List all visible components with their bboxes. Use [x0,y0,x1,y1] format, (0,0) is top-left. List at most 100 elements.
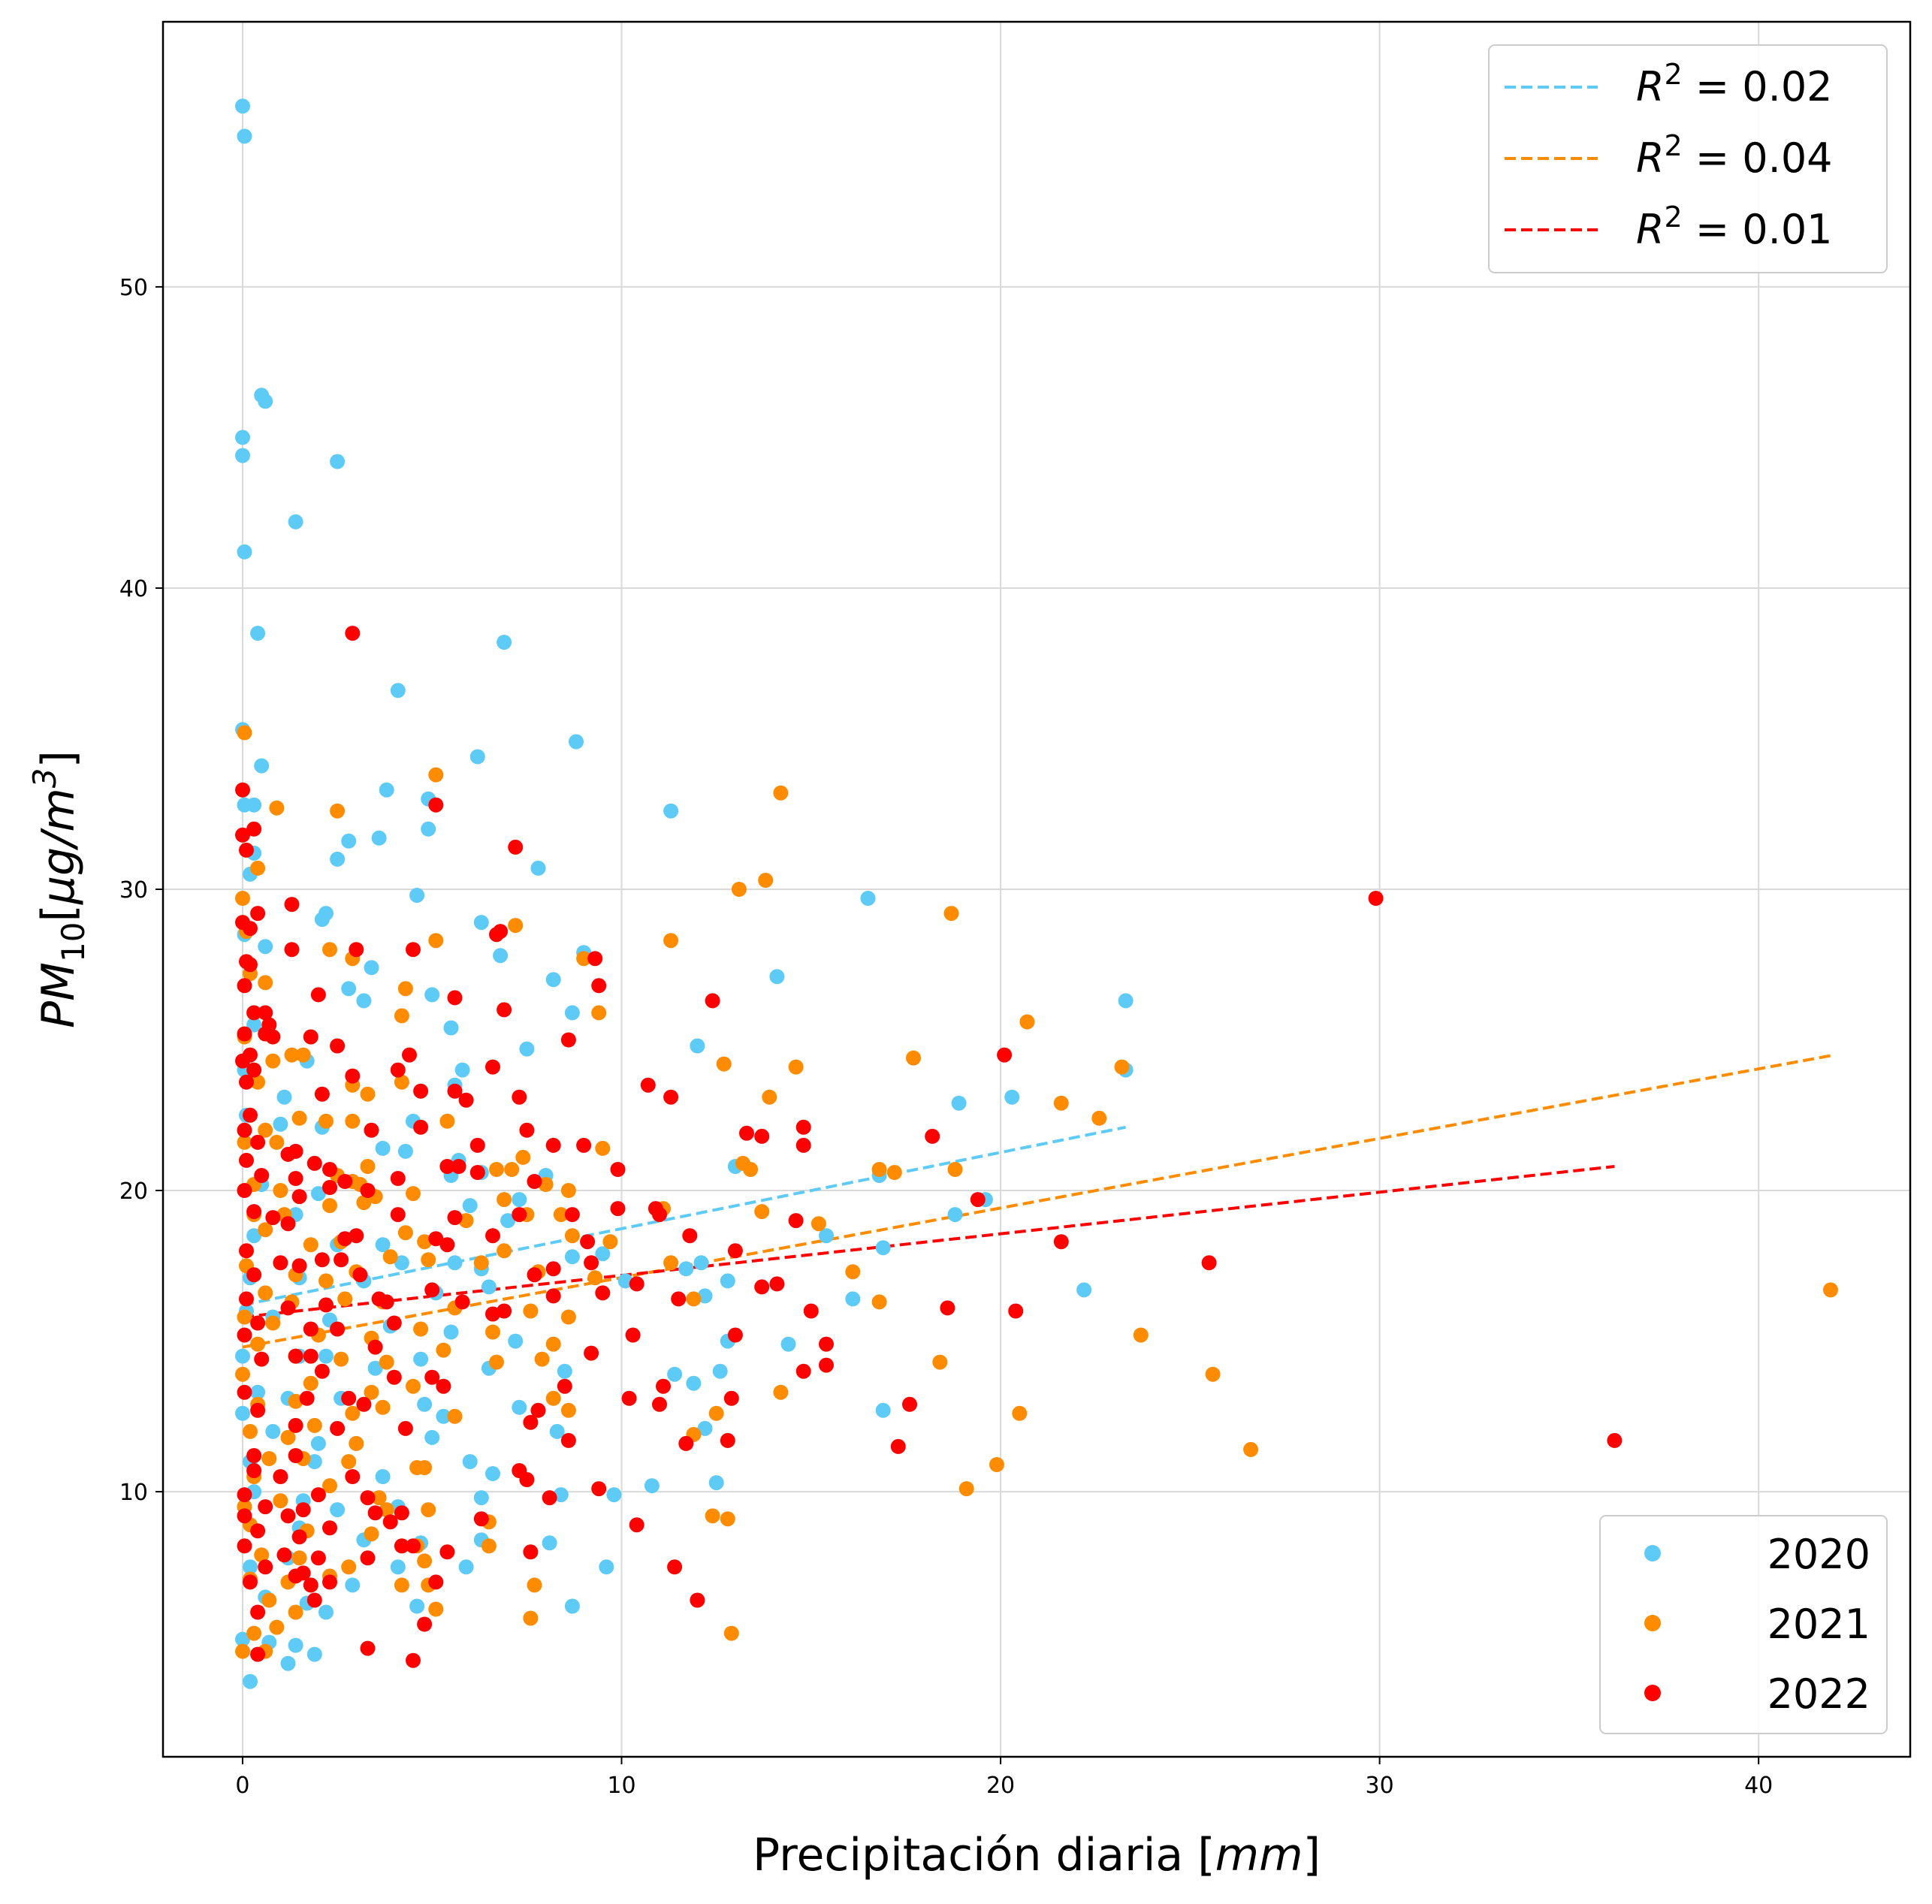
point-2022-196 [291,1529,307,1545]
point-2022-39 [390,1062,406,1078]
point-2022-65 [545,1137,561,1153]
point-2021-6 [731,882,747,897]
point-2020-164 [288,1637,303,1653]
point-2020-133 [306,1454,322,1469]
point-2021-127 [1205,1366,1221,1382]
point-2020-167 [243,1673,258,1689]
point-2022-5 [239,842,254,858]
point-2022-48 [663,1089,679,1105]
point-2021-150 [322,1478,337,1494]
point-2022-102 [788,1213,804,1229]
point-2020-71 [512,1192,527,1208]
point-2022-213 [306,1592,322,1608]
x-tick-label-30: 30 [1366,1773,1394,1799]
point-2020-58 [273,1116,288,1132]
point-2022-2 [428,797,444,813]
point-2020-144 [606,1487,622,1503]
point-2020-47 [690,1038,705,1054]
point-2022-136 [803,1303,819,1319]
point-2021-144 [341,1454,357,1469]
point-2022-125 [280,1300,296,1316]
point-2021-48 [489,1162,504,1177]
point-2022-54 [519,1122,535,1138]
point-2021-51 [595,1140,611,1156]
point-2022-3 [246,821,262,837]
point-2021-103 [871,1294,887,1310]
point-2022-177 [345,1469,361,1484]
legend-trend-label-2022: R2 = 0.01 [1636,201,1833,253]
point-2021-73 [553,1207,569,1223]
point-2020-28 [409,888,425,903]
point-2022-134 [625,1327,641,1343]
point-2021-101 [560,1309,576,1325]
point-2020-106 [780,1336,796,1352]
point-2022-55 [739,1125,754,1141]
point-2020-8 [288,514,303,530]
point-2022-153 [819,1357,834,1373]
y-tick-label-10: 10 [119,1480,148,1506]
point-2021-174 [261,1592,277,1608]
x-tick-label-40: 40 [1744,1773,1773,1799]
point-2021-33 [360,1086,376,1102]
point-2022-179 [519,1472,535,1487]
point-2021-8 [235,891,250,906]
point-2022-169 [678,1435,694,1451]
point-2022-52 [364,1122,379,1138]
point-2022-6 [508,839,524,855]
point-2022-24 [705,993,720,1009]
point-2021-171 [394,1577,409,1593]
point-2020-78 [819,1228,834,1244]
point-2022-205 [258,1559,273,1575]
legend-years-box [1599,1515,1888,1734]
point-2022-126 [318,1297,334,1313]
point-2021-123 [364,1384,379,1400]
point-2020-128 [462,1454,478,1469]
point-2021-161 [364,1526,379,1542]
point-2022-47 [640,1077,656,1093]
point-2021-95 [258,1285,273,1301]
point-2022-133 [485,1306,500,1322]
point-2020-113 [557,1363,572,1379]
point-2020-111 [413,1351,429,1367]
point-2022-170 [720,1432,735,1448]
point-2021-165 [291,1550,307,1566]
point-2022-20 [243,957,258,973]
point-2020-34 [473,915,489,931]
point-2020-104 [508,1333,524,1349]
point-2022-208 [428,1574,444,1590]
point-2022-74 [288,1171,303,1186]
point-2020-103 [443,1324,459,1340]
point-2020-37 [341,981,357,997]
point-2020-62 [397,1143,413,1159]
point-2020-122 [712,1363,728,1379]
point-2022-64 [469,1137,485,1153]
point-2020-120 [667,1366,683,1382]
point-2022-77 [390,1171,406,1186]
point-2022-62 [288,1143,303,1159]
axis-ticks: 0 10 20 30 40 10 20 30 40 50 [119,275,1773,1799]
point-2020-25 [371,830,387,846]
point-2022-147 [386,1369,402,1385]
point-2022-51 [243,1107,258,1123]
point-2022-150 [557,1378,572,1394]
point-2020-13 [254,758,270,774]
point-2020-166 [280,1655,296,1671]
point-2022-56 [754,1128,770,1144]
point-2021-118 [534,1351,550,1367]
point-2021-122 [303,1375,318,1391]
point-2022-0 [345,626,361,641]
point-2021-148 [989,1457,1004,1472]
legend-year-label-2022: 2022 [1767,1670,1870,1718]
point-2020-77 [678,1261,694,1277]
point-2020-33 [258,939,273,955]
point-2020-73 [500,1213,516,1229]
point-2022-127 [371,1291,387,1307]
point-2022-59 [237,1122,252,1138]
point-2020-129 [549,1423,565,1439]
point-2021-102 [686,1291,702,1307]
point-2022-132 [386,1315,402,1331]
point-2022-17 [587,951,603,967]
point-2020-70 [462,1198,478,1214]
point-2020-140 [330,1502,346,1518]
point-2022-137 [940,1300,955,1316]
